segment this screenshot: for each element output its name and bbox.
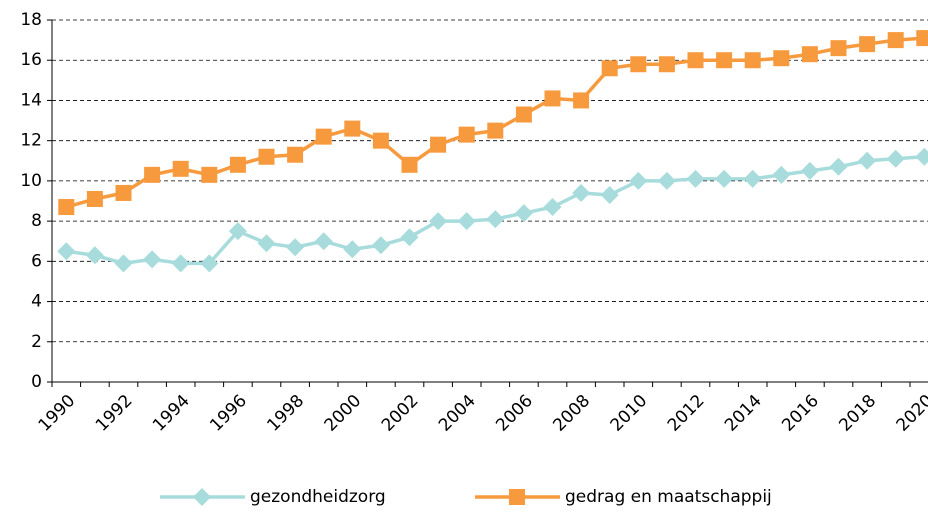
point [915, 147, 928, 166]
point [515, 106, 532, 123]
x-tick-label: 1990 [35, 391, 80, 436]
point [400, 228, 419, 247]
point [457, 212, 476, 231]
point [744, 52, 761, 69]
legend-item: gezondheidzorg [160, 487, 386, 507]
point [629, 171, 648, 190]
point [686, 169, 705, 188]
point [171, 254, 190, 273]
y-tick-label: 2 [31, 332, 42, 352]
x-tick-label: 2018 [835, 391, 880, 436]
legend-label: gezondheidzorg [250, 487, 386, 507]
x-tick-label: 2004 [435, 391, 480, 436]
point [430, 136, 447, 153]
point [716, 52, 733, 69]
point [600, 185, 619, 204]
y-tick-label: 16 [20, 50, 42, 70]
point [144, 166, 161, 183]
point [85, 246, 104, 265]
x-tick-label: 2012 [664, 391, 709, 436]
point [257, 234, 276, 253]
point [630, 56, 647, 73]
y-tick-label: 0 [31, 372, 42, 392]
point [715, 169, 734, 188]
point [859, 36, 876, 53]
legend-item: gedrag en maatschappij [475, 487, 772, 507]
legend-marker [509, 489, 525, 505]
point [573, 92, 590, 109]
x-tick-label: 2006 [492, 391, 537, 436]
point [773, 50, 790, 67]
point [544, 90, 561, 107]
point [401, 156, 418, 173]
point [800, 161, 819, 180]
point [916, 30, 928, 47]
point [887, 32, 904, 49]
point [115, 184, 132, 201]
point [143, 250, 162, 269]
point [258, 148, 275, 165]
x-tick-label: 2008 [549, 391, 594, 436]
point [601, 60, 618, 77]
y-tick-label: 14 [20, 90, 42, 110]
point [572, 183, 591, 202]
x-tick-label: 2016 [778, 391, 823, 436]
point [772, 165, 791, 184]
point [343, 240, 362, 259]
y-tick-label: 6 [31, 251, 42, 271]
point [858, 151, 877, 170]
point [514, 204, 533, 223]
point [286, 238, 305, 257]
point [200, 254, 219, 273]
series-line [65, 36, 925, 209]
point [344, 120, 361, 137]
x-tick-label: 2000 [321, 391, 366, 436]
point [114, 254, 133, 273]
point [172, 160, 189, 177]
point [201, 166, 218, 183]
point [658, 56, 675, 73]
point [229, 156, 246, 173]
point [429, 212, 448, 231]
point [314, 232, 333, 251]
point [830, 40, 847, 57]
point [57, 242, 76, 261]
point [58, 199, 75, 216]
legend-label: gedrag en maatschappij [565, 487, 772, 507]
point [315, 128, 332, 145]
y-tick-label: 18 [20, 10, 42, 30]
x-tick-label: 2014 [721, 391, 766, 436]
y-tick-label: 10 [20, 171, 42, 191]
point [371, 236, 390, 255]
x-tick-label: 2020 [893, 391, 928, 436]
y-tick-label: 4 [31, 292, 42, 312]
point [458, 126, 475, 143]
point [287, 146, 304, 163]
point [372, 132, 389, 149]
y-tick-label: 12 [20, 131, 42, 151]
point [743, 169, 762, 188]
point [657, 171, 676, 190]
point [228, 222, 247, 241]
x-tick-label: 2002 [378, 391, 423, 436]
point [543, 198, 562, 217]
x-tick-label: 1994 [149, 391, 194, 436]
point [687, 52, 704, 69]
point [487, 122, 504, 139]
x-tick-label: 1992 [92, 391, 137, 436]
y-tick-label: 8 [31, 211, 42, 231]
x-tick-label: 1998 [263, 391, 308, 436]
point [801, 46, 818, 63]
point [86, 190, 103, 207]
point [886, 149, 905, 168]
point [829, 157, 848, 176]
legend-marker [193, 488, 211, 506]
x-tick-label: 1996 [206, 391, 251, 436]
point [486, 210, 505, 229]
x-tick-label: 2010 [607, 391, 652, 436]
